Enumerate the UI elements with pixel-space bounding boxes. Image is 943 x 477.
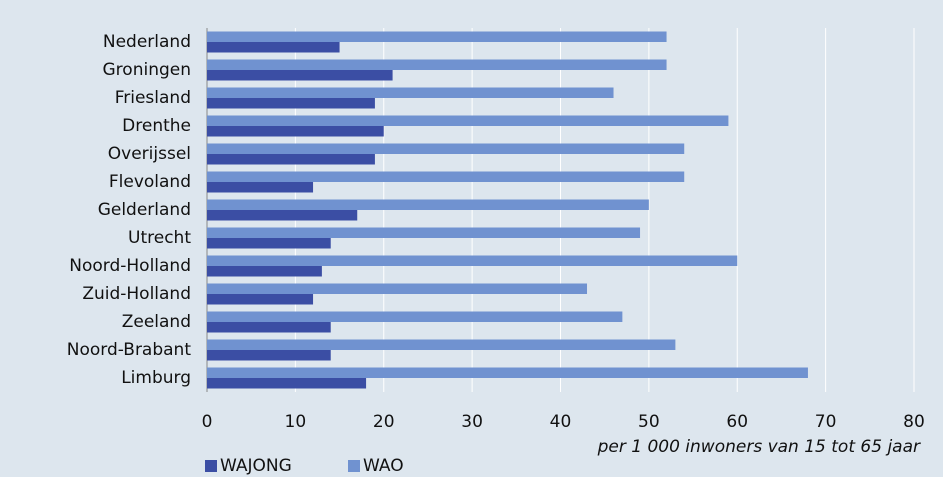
bar [207,311,623,322]
x-tick-label: 60 [726,412,748,432]
bar [207,350,331,361]
bar [207,87,614,98]
bar [207,378,367,389]
x-tick-label: 80 [903,412,925,432]
bar [207,143,685,154]
y-tick-label: Overijssel [108,144,191,164]
bar [207,238,331,249]
x-tick-label: 10 [285,412,307,432]
x-tick-label: 30 [461,412,483,432]
y-tick-label: Limburg [121,368,191,388]
bar [207,322,331,333]
bar [207,210,358,221]
bar [207,70,393,81]
x-tick-label: 40 [550,412,572,432]
bar [207,126,384,137]
y-tick-label: Gelderland [98,200,191,220]
y-tick-label: Utrecht [128,228,191,248]
x-tick-label: 0 [202,412,213,432]
legend-swatch [205,460,217,472]
bar [207,255,738,266]
x-tick-label: 50 [638,412,660,432]
y-tick-label: Zeeland [122,312,191,332]
bar [207,59,667,70]
y-tick-label: Noord-Holland [69,256,191,276]
y-tick-label: Drenthe [122,116,191,136]
bar [207,367,808,378]
bar [207,98,375,109]
bar [207,171,685,182]
y-tick-label: Flevoland [109,172,191,192]
bar [207,42,340,53]
bar [207,199,649,210]
bar [207,154,375,165]
x-tick-label: 20 [373,412,395,432]
y-tick-label: Groningen [103,60,192,80]
x-axis-label: per 1 000 inwoners van 15 tot 65 jaar [597,437,921,457]
x-tick-label: 70 [815,412,837,432]
y-tick-label: Noord-Brabant [67,340,192,360]
bar [207,182,314,193]
bar [207,227,641,238]
y-tick-label: Zuid-Holland [82,284,191,304]
legend-label: WAO [363,456,404,476]
bar [207,115,729,126]
y-tick-label: Nederland [103,32,191,52]
bar [207,294,314,305]
y-tick-label: Friesland [115,88,191,108]
legend-swatch [348,460,360,472]
bar [207,266,322,277]
bar [207,283,588,294]
legend-label: WAJONG [220,456,292,476]
bar [207,339,676,350]
bar [207,31,667,42]
